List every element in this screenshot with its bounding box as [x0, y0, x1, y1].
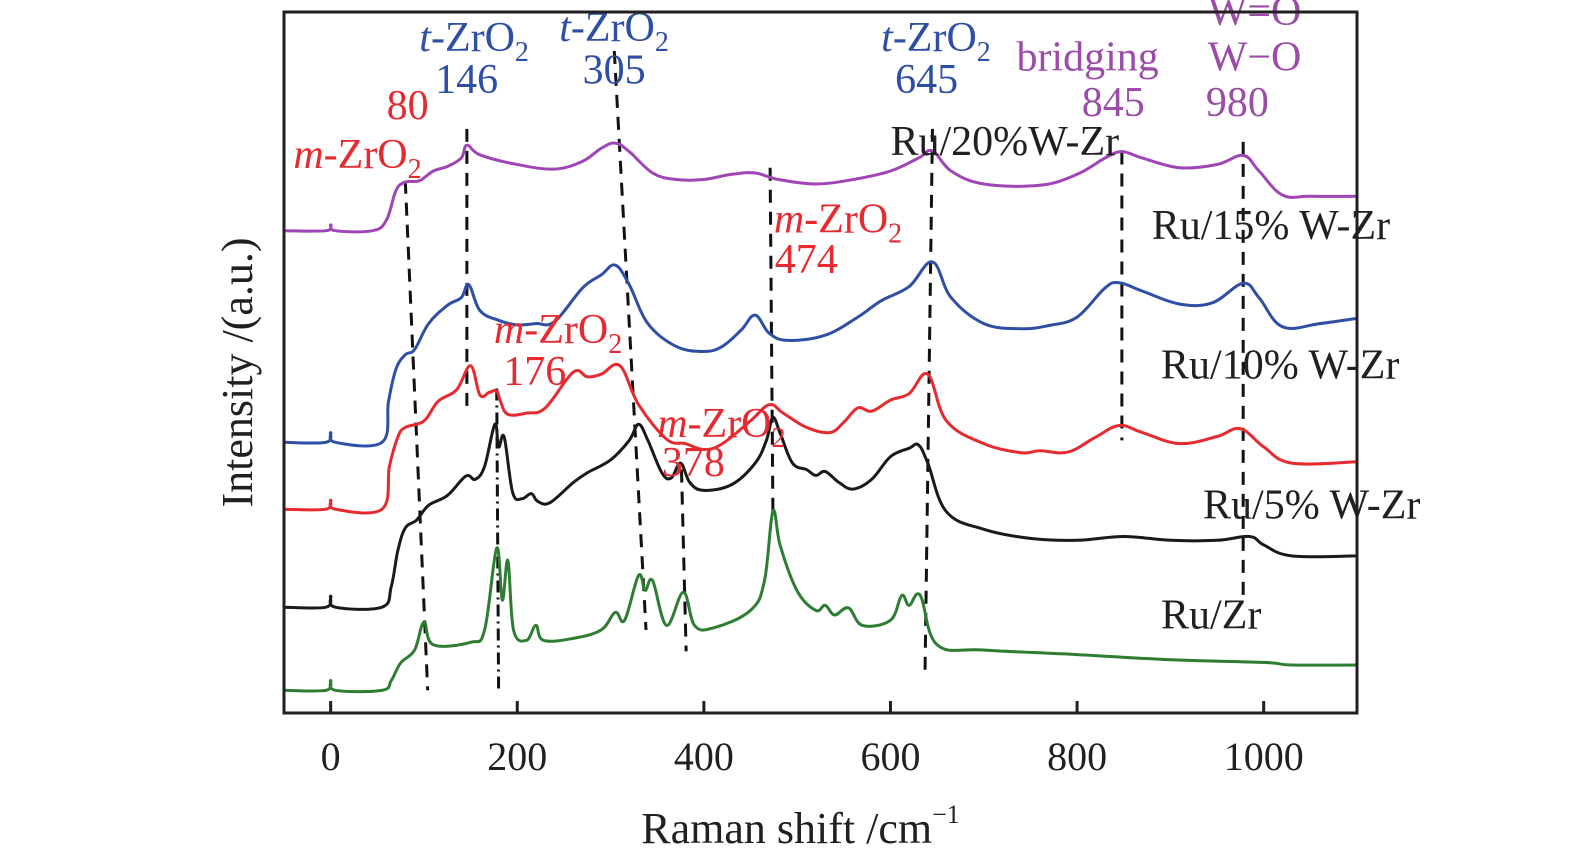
series-line-ru-10-w-zr — [283, 362, 1358, 515]
annotation-text: 474 — [775, 237, 838, 283]
x-tick-label: 800 — [1047, 734, 1107, 779]
annotation-text: W=O — [1208, 0, 1302, 35]
annotation-text: 80 — [387, 83, 429, 129]
series-line-ru-5-w-zr — [283, 416, 1358, 611]
annotation-text: t-ZrO2 — [419, 15, 529, 68]
series-line-ru-20-w-zr — [283, 141, 1358, 234]
series-line-ru-15-w-zr — [283, 260, 1358, 448]
annotation-main: 378 — [662, 440, 725, 486]
annotation-text: 645 — [895, 57, 958, 103]
x-axis-ticks: 0 200 400 600 800 1000 — [321, 701, 1304, 779]
annotation-phase-prefix: t — [419, 15, 432, 61]
annotation-phase-prefix: m — [494, 307, 524, 353]
annotation-subscript: 2 — [608, 329, 622, 360]
guide-line-4 — [679, 469, 688, 652]
series-label: Ru/10% W-Zr — [1161, 343, 1399, 389]
annotation-main: bridging — [1016, 34, 1158, 80]
annotation-main: 146 — [435, 57, 498, 103]
spectra-traces — [283, 141, 1358, 694]
annotation-main: -ZrO — [324, 132, 408, 178]
annotation-main: 176 — [503, 349, 566, 395]
annotation-text: m-ZrO2 — [494, 307, 622, 360]
x-tick-label: 0 — [321, 734, 341, 779]
annotation-phase-prefix: m — [774, 197, 804, 243]
annotation-m80: 80m-ZrO2 — [293, 83, 428, 185]
series-labels: Ru/Zr Ru/5% W-Zr Ru/10% W-Zr Ru/15% W-Zr Ru/… — [890, 119, 1420, 639]
guide-line-3 — [612, 50, 648, 631]
annotation-main: 80 — [387, 83, 429, 129]
annotation-text: 378 — [662, 440, 725, 486]
annotation-text: m-ZrO2 — [657, 401, 785, 454]
peak-annotations: 80m-ZrO2t-ZrO2146t-ZrO2305m-ZrO2176m-ZrO… — [293, 0, 1301, 486]
annotation-text: 980 — [1206, 80, 1269, 126]
annotation-subscript: 2 — [515, 37, 529, 68]
annotation-main: W=O — [1208, 0, 1302, 35]
annotation-text: 305 — [583, 47, 646, 93]
guide-line-6 — [923, 128, 934, 675]
annotation-subscript: 2 — [655, 27, 669, 58]
annotation-text: t-ZrO2 — [881, 15, 991, 68]
annotation-text: 845 — [1082, 80, 1145, 126]
guide-line-5 — [768, 167, 775, 512]
annotation-main: -ZrO — [688, 401, 772, 447]
annotation-main: -ZrO — [804, 197, 888, 243]
annotation-text: 176 — [503, 349, 566, 395]
x-tick-label: 400 — [674, 734, 734, 779]
annotation-main: 980 — [1206, 80, 1269, 126]
annotation-main: 645 — [895, 57, 958, 103]
annotation-main: -ZrO — [431, 15, 515, 61]
x-tick-label: 1000 — [1224, 734, 1304, 779]
annotation-text: m-ZrO2 — [774, 197, 902, 250]
x-axis-title-superscript: −1 — [932, 800, 960, 829]
annotation-phase-prefix: t — [881, 15, 894, 61]
series-label: Ru/15% W-Zr — [1152, 203, 1390, 249]
annotation-main: 305 — [583, 47, 646, 93]
annotation-phase-prefix: t — [559, 5, 572, 51]
x-tick-label: 200 — [487, 734, 547, 779]
guide-line-0 — [403, 180, 430, 691]
annotation-main: W−O — [1208, 34, 1302, 80]
annotation-phase-prefix: m — [293, 132, 323, 178]
annotation-text: 146 — [435, 57, 498, 103]
annotation-subscript: 2 — [772, 423, 786, 454]
series-label: Ru/20%W-Zr — [890, 119, 1119, 165]
annotation-main: 474 — [775, 237, 838, 283]
x-axis-title: Raman shift /cm−1 — [641, 800, 960, 853]
series-label: Ru/Zr — [1161, 593, 1261, 639]
annotation-subscript: 2 — [888, 219, 902, 250]
annotation-phase-prefix: m — [657, 401, 687, 447]
annotation-subscript: 2 — [408, 154, 422, 185]
y-axis-title: Intensity /(a.u.) — [213, 237, 262, 507]
series-label: Ru/5% W-Zr — [1203, 482, 1420, 528]
series-line-ru-zr — [283, 508, 1358, 694]
annotation-main: -ZrO — [524, 307, 608, 353]
annotation-text: m-ZrO2 — [293, 132, 421, 185]
x-axis-title-text: Raman shift /cm — [641, 804, 932, 853]
plot-frame — [282, 10, 1359, 715]
annotation-subscript: 2 — [977, 37, 991, 68]
annotation-main: -ZrO — [893, 15, 977, 61]
annotation-text: W−O — [1208, 34, 1302, 80]
x-tick-label: 600 — [860, 734, 920, 779]
annotation-main: 845 — [1082, 80, 1145, 126]
annotation-text: bridging — [1016, 34, 1158, 80]
